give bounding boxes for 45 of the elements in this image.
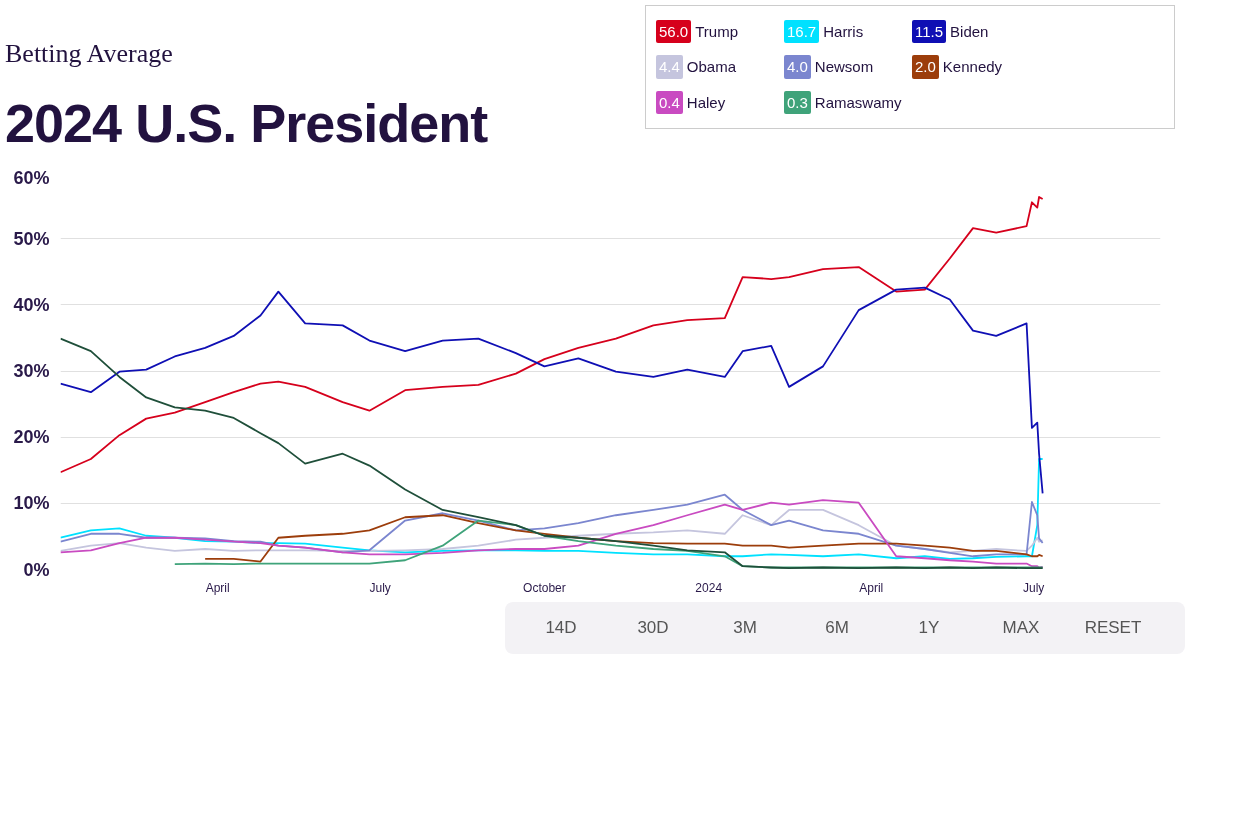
legend-label: Trump xyxy=(695,23,738,40)
x-tick-label: April xyxy=(205,580,230,595)
x-tick-label: October xyxy=(523,580,566,595)
y-tick-label: 50% xyxy=(13,228,50,249)
legend-label: Harris xyxy=(823,23,864,40)
chart-subtitle: Betting Average xyxy=(5,38,173,70)
text: 14D xyxy=(544,617,578,640)
legend-label: Newsom xyxy=(814,58,874,76)
text: RESET xyxy=(1083,617,1143,640)
text: 6M xyxy=(824,617,850,640)
text: 56.0 xyxy=(656,20,692,44)
text: 3M xyxy=(732,617,758,640)
legend-label: Biden xyxy=(950,23,989,40)
x-tick-label: April xyxy=(859,580,884,595)
x-tick-label: July xyxy=(1023,580,1045,595)
text: 4.4 xyxy=(656,55,683,79)
text: 11.5 xyxy=(912,20,947,44)
text: 0.3 xyxy=(784,90,811,115)
text: MAX xyxy=(1001,617,1041,640)
legend-label: Obama xyxy=(686,58,737,76)
x-tick-label: July xyxy=(369,580,391,595)
line-series xyxy=(60,458,1044,560)
line-series xyxy=(60,196,1044,474)
line-series xyxy=(60,499,1044,569)
y-tick-label: 0% xyxy=(23,559,50,580)
text: 0.4 xyxy=(656,90,683,115)
y-tick-label: 10% xyxy=(13,493,50,514)
text: 16.7 xyxy=(784,20,820,44)
text: 2.0 xyxy=(912,55,939,79)
chart-title: 2024 U.S. President xyxy=(5,92,488,155)
x-tick-label: 2024 xyxy=(695,580,723,595)
legend-label: Kennedy xyxy=(942,58,1003,76)
line-series xyxy=(204,514,1044,563)
legend-label: Ramaswamy xyxy=(814,93,902,111)
y-tick-label: 40% xyxy=(13,294,50,315)
text: 4.0 xyxy=(784,55,811,79)
line-series xyxy=(60,286,1044,495)
y-tick-label: 60% xyxy=(13,167,50,188)
y-tick-label: 30% xyxy=(13,361,50,382)
text: 1Y xyxy=(917,617,941,640)
legend-label: Haley xyxy=(686,93,726,111)
y-tick-label: 20% xyxy=(13,427,50,448)
line-series xyxy=(60,509,1044,554)
text: 30D xyxy=(636,617,670,640)
line-series xyxy=(60,337,1044,570)
